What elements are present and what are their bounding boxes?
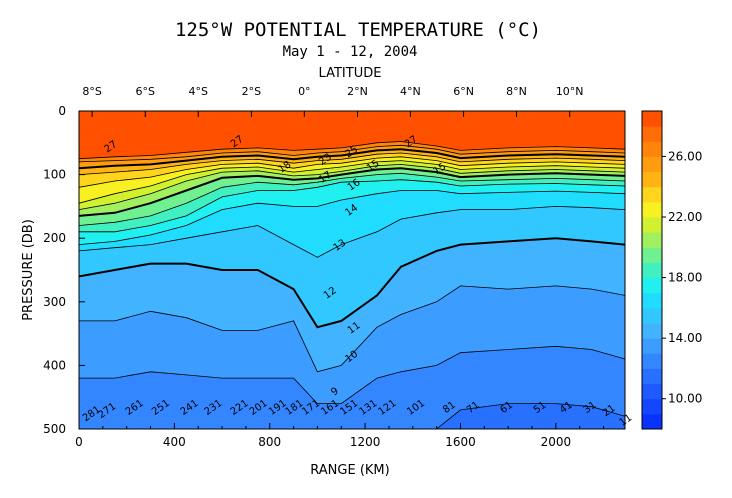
x-tick-label: 2000: [541, 435, 572, 449]
isotherm-14: [79, 285, 625, 373]
isotherm-26: [79, 144, 625, 163]
x-tick-label: 0: [75, 435, 83, 449]
latitude-tick-label: 8°S: [82, 85, 101, 98]
band-11: [436, 403, 625, 429]
plot-area: [79, 111, 625, 429]
x-tick-label: 800: [258, 435, 281, 449]
latitude-tick-label: 4°N: [400, 85, 421, 98]
y-tick-label: 0: [58, 104, 66, 118]
isotherm-16: [79, 205, 625, 258]
colorbar-swatch: [642, 383, 662, 400]
isotherm-25: [79, 148, 625, 170]
isotherm-15: [79, 237, 625, 329]
latitude-tick-label: 6°S: [136, 85, 155, 98]
latitude-tick-label: 2°S: [242, 85, 261, 98]
colorbar-swatch: [642, 277, 662, 294]
colorbar-tick-label: 22.00: [668, 210, 702, 224]
y-axis: 0 100 200 300 400 500: [43, 104, 85, 436]
colorbar-swatch: [642, 307, 662, 324]
x-tick-label: 1600: [445, 435, 476, 449]
isotherm-19: [79, 172, 625, 226]
colorbar-swatch: [642, 171, 662, 188]
isotherm-20: [79, 167, 625, 217]
x-tick-label: 400: [163, 435, 186, 449]
latitude-axis-label: LATITUDE: [319, 66, 382, 81]
colorbar-swatch: [642, 156, 662, 173]
y-tick-label: 200: [43, 231, 66, 245]
temperature-bands: [79, 111, 625, 429]
colorbar-swatch: [642, 368, 662, 385]
colorbar-swatch: [642, 262, 662, 279]
colorbar-swatch: [642, 247, 662, 263]
colorbar-swatch: [642, 353, 662, 369]
colorbar-tick-label: 14.00: [668, 331, 702, 345]
colorbar-swatch: [642, 201, 662, 218]
isotherm-contours: [79, 141, 625, 429]
isotherm-21: [79, 163, 625, 210]
colorbar-swatch: [642, 413, 662, 430]
x-axis: 0 400 800 1200 1600 2000: [75, 423, 605, 449]
y-tick-label: 300: [43, 295, 66, 309]
latitude-tick-label: 10°N: [556, 85, 584, 98]
colorbar-tick-label: 18.00: [668, 271, 702, 285]
colorbar-tick-label: 10.00: [668, 392, 702, 406]
colorbar-frame: [641, 110, 663, 430]
chart-title: 125°W POTENTIAL TEMPERATURE (°C): [175, 19, 541, 41]
colorbar-swatch: [642, 126, 662, 142]
isotherm-12: [432, 403, 625, 429]
isotherm-17: [79, 190, 625, 245]
colorbar-swatch: [642, 141, 662, 157]
colorbar-swatch: [642, 292, 662, 309]
colorbar-swatch: [642, 217, 662, 233]
plot-frame: [78, 110, 626, 430]
y-axis-label: PRESSURE (DB): [21, 219, 36, 321]
latitude-tick-label: 4°S: [188, 85, 207, 98]
isotherm-23: [79, 156, 625, 188]
colorbar-swatch: [642, 186, 662, 203]
latitude-axis: 8°S 6°S 4°S 2°S 0° 2°N 4°N 6°N 8°N 10°N: [82, 85, 584, 117]
colorbar-swatch: [642, 398, 662, 415]
colorbar-swatch: [642, 232, 662, 248]
colorbar: 10.00 14.00 18.00 22.00 26.00: [641, 110, 702, 430]
y-tick-label: 400: [43, 358, 66, 372]
latitude-tick-label: 2°N: [347, 85, 368, 98]
latitude-tick-label: 8°N: [506, 85, 527, 98]
latitude-tick-label: 0°: [298, 85, 311, 98]
colorbar-swatch: [642, 338, 662, 354]
isotherm-13: [79, 345, 625, 404]
x-tick-label: 1200: [350, 435, 381, 449]
colorbar-tick-label: 26.00: [668, 149, 702, 163]
contour-label: 9: [329, 386, 341, 399]
isotherm-22: [79, 160, 625, 204]
isotherm-27: [79, 141, 625, 160]
y-tick-label: 500: [43, 422, 66, 436]
colorbar-swatch: [642, 111, 662, 127]
y-tick-label: 100: [43, 168, 66, 182]
x-axis-label: RANGE (KM): [310, 463, 389, 478]
isotherm-18: [79, 179, 625, 233]
isotherm-24: [79, 152, 625, 175]
chart-subtitle: May 1 - 12, 2004: [283, 44, 418, 60]
colorbar-swatch: [642, 323, 662, 339]
latitude-tick-label: 6°N: [453, 85, 474, 98]
